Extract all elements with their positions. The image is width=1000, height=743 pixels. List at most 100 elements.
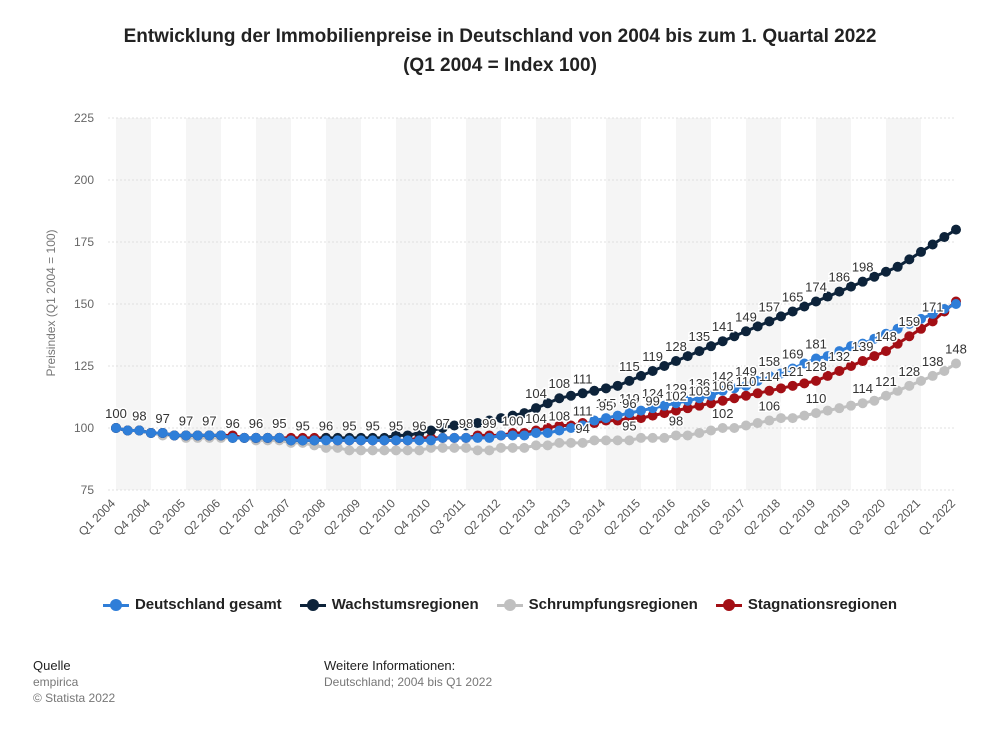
data-point[interactable] xyxy=(822,351,833,362)
data-point[interactable] xyxy=(472,432,483,443)
data-point[interactable] xyxy=(729,423,740,433)
data-point[interactable] xyxy=(216,430,226,441)
data-point[interactable] xyxy=(741,420,751,431)
data-point[interactable] xyxy=(822,405,833,416)
data-point[interactable] xyxy=(892,338,903,349)
data-point[interactable] xyxy=(367,435,378,446)
data-point[interactable] xyxy=(904,318,915,329)
data-point[interactable] xyxy=(577,388,588,399)
data-point[interactable] xyxy=(659,361,670,371)
data-point[interactable] xyxy=(414,445,425,456)
data-point[interactable] xyxy=(461,432,471,443)
data-point[interactable] xyxy=(484,415,495,426)
legend-item-stagnation[interactable]: Stagnationsregionen xyxy=(715,596,897,613)
data-point[interactable] xyxy=(706,425,716,436)
data-point[interactable] xyxy=(332,435,343,446)
data-point[interactable] xyxy=(426,425,436,436)
data-point[interactable] xyxy=(577,437,588,448)
data-point[interactable] xyxy=(496,413,506,424)
data-point[interactable] xyxy=(484,432,495,443)
data-point[interactable] xyxy=(332,442,343,453)
data-point[interactable] xyxy=(776,311,786,322)
data-point[interactable] xyxy=(531,440,541,451)
data-point[interactable] xyxy=(636,432,646,443)
data-point[interactable] xyxy=(787,306,798,317)
data-point[interactable] xyxy=(764,316,775,327)
data-point[interactable] xyxy=(671,356,681,367)
data-point[interactable] xyxy=(484,445,495,456)
data-point[interactable] xyxy=(741,380,751,391)
data-point[interactable] xyxy=(146,427,156,438)
data-point[interactable] xyxy=(811,375,821,386)
data-point[interactable] xyxy=(799,410,810,421)
data-point[interactable] xyxy=(939,303,950,314)
data-point[interactable] xyxy=(612,380,623,391)
data-point[interactable] xyxy=(916,313,926,324)
data-point[interactable] xyxy=(811,408,821,419)
data-point[interactable] xyxy=(846,400,856,411)
data-point[interactable] xyxy=(286,435,296,446)
data-point[interactable] xyxy=(472,418,483,429)
data-point[interactable] xyxy=(834,346,845,357)
data-point[interactable] xyxy=(694,400,705,411)
data-point[interactable] xyxy=(449,442,460,453)
data-point[interactable] xyxy=(402,445,413,456)
data-point[interactable] xyxy=(624,435,635,446)
data-point[interactable] xyxy=(624,408,635,419)
data-point[interactable] xyxy=(951,224,961,235)
data-point[interactable] xyxy=(799,358,810,369)
data-point[interactable] xyxy=(916,323,926,334)
data-point[interactable] xyxy=(752,388,763,399)
data-point[interactable] xyxy=(542,427,553,438)
data-point[interactable] xyxy=(379,445,390,456)
data-point[interactable] xyxy=(274,432,285,443)
data-point[interactable] xyxy=(647,410,658,421)
data-point[interactable] xyxy=(356,445,366,456)
data-point[interactable] xyxy=(601,383,611,394)
data-point[interactable] xyxy=(239,432,250,443)
data-point[interactable] xyxy=(729,383,740,394)
data-point[interactable] xyxy=(251,432,261,443)
data-point[interactable] xyxy=(589,435,600,446)
data-point[interactable] xyxy=(846,361,856,371)
data-point[interactable] xyxy=(787,380,798,391)
data-point[interactable] xyxy=(496,442,506,453)
data-point[interactable] xyxy=(787,363,798,374)
data-point[interactable] xyxy=(519,430,530,441)
data-point[interactable] xyxy=(951,299,961,309)
data-point[interactable] xyxy=(647,403,658,414)
data-point[interactable] xyxy=(834,403,845,414)
data-point[interactable] xyxy=(682,395,693,406)
data-point[interactable] xyxy=(939,232,950,243)
data-point[interactable] xyxy=(694,346,705,357)
data-point[interactable] xyxy=(437,442,448,453)
data-point[interactable] xyxy=(799,378,810,389)
data-point[interactable] xyxy=(297,435,308,446)
data-point[interactable] xyxy=(729,331,740,342)
data-point[interactable] xyxy=(624,375,635,386)
data-point[interactable] xyxy=(717,395,728,406)
data-point[interactable] xyxy=(706,398,716,409)
data-point[interactable] xyxy=(321,442,331,453)
data-point[interactable] xyxy=(227,432,238,443)
data-point[interactable] xyxy=(519,408,530,419)
data-point[interactable] xyxy=(927,370,938,381)
data-point[interactable] xyxy=(776,413,786,424)
data-point[interactable] xyxy=(904,380,915,391)
data-point[interactable] xyxy=(834,286,845,297)
data-point[interactable] xyxy=(671,398,681,409)
data-point[interactable] xyxy=(869,333,880,344)
data-point[interactable] xyxy=(857,398,868,409)
data-point[interactable] xyxy=(881,390,891,401)
data-point[interactable] xyxy=(764,370,775,381)
data-point[interactable] xyxy=(916,246,926,257)
data-point[interactable] xyxy=(659,432,670,443)
data-point[interactable] xyxy=(951,358,961,369)
data-point[interactable] xyxy=(682,351,693,362)
data-point[interactable] xyxy=(776,368,786,379)
data-point[interactable] xyxy=(752,321,763,332)
data-point[interactable] xyxy=(822,291,833,302)
data-point[interactable] xyxy=(426,435,436,446)
data-point[interactable] xyxy=(682,403,693,414)
data-point[interactable] xyxy=(437,432,448,443)
